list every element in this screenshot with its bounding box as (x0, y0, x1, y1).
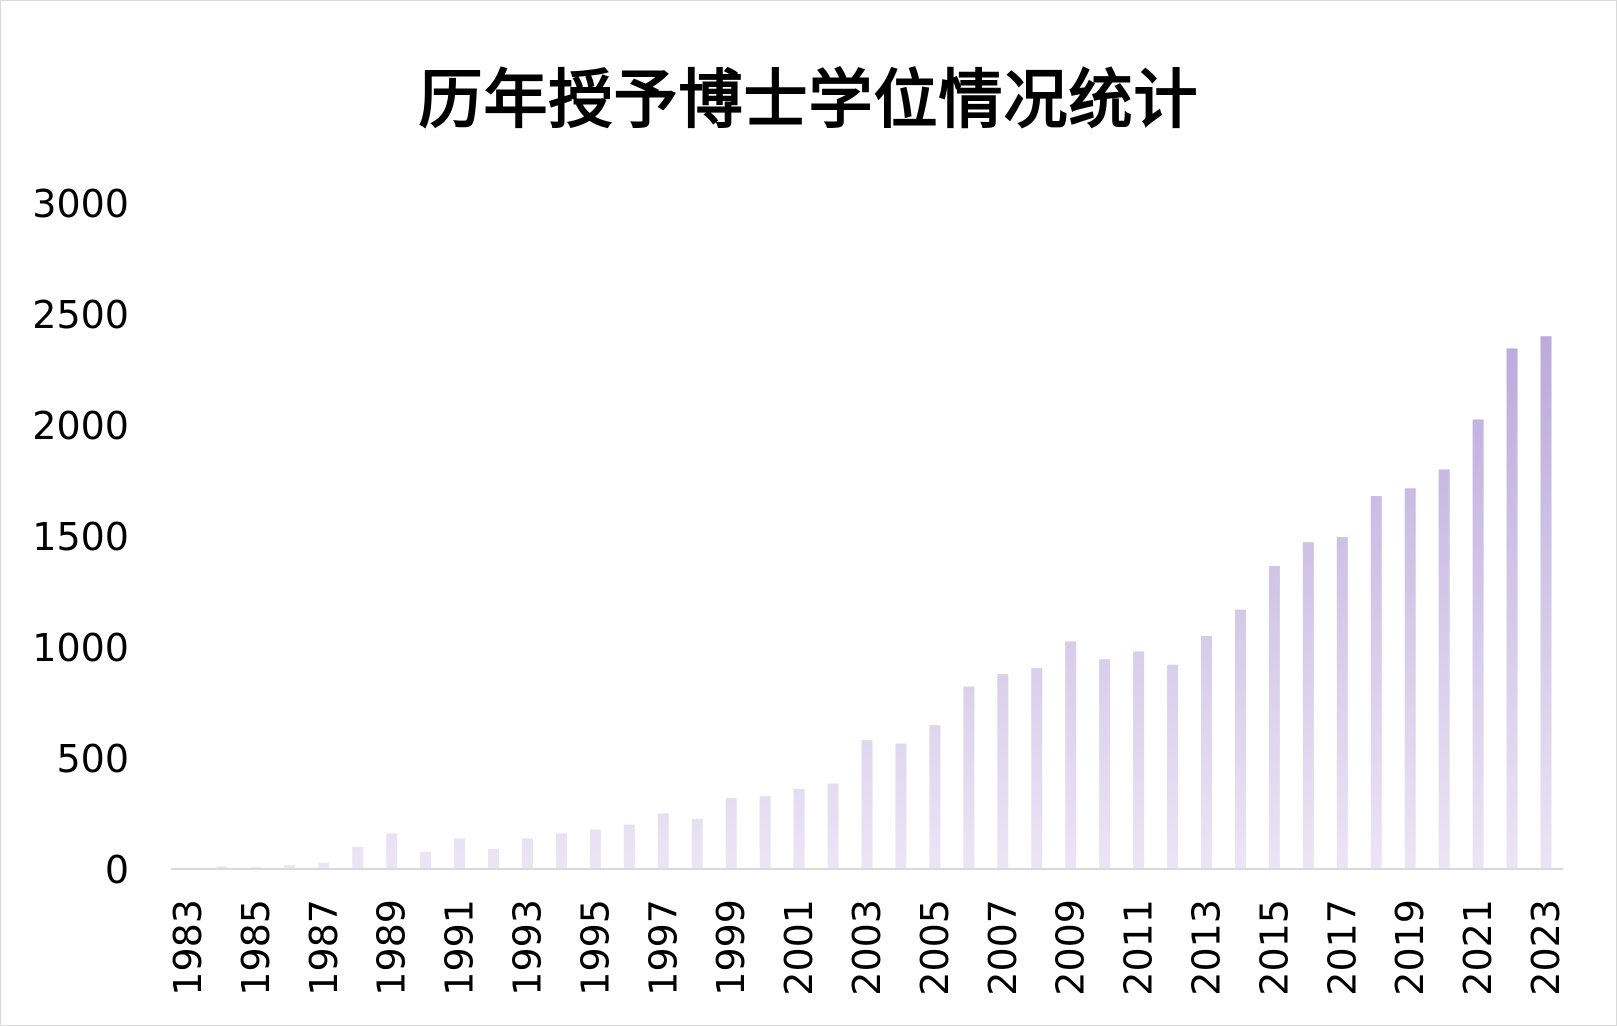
x-tick-label: 2011 (1117, 899, 1161, 996)
y-tick-label: 500 (56, 737, 129, 781)
bar-1986 (284, 865, 296, 869)
bar-2011 (1133, 651, 1145, 869)
bar-1998 (691, 819, 703, 869)
y-axis: 0 500 1000 1500 2000 2500 3000 (32, 182, 129, 892)
bar-2012 (1167, 664, 1179, 869)
bar-2022 (1506, 348, 1518, 869)
x-tick-label: 2017 (1320, 899, 1364, 996)
bar-2021 (1472, 419, 1484, 869)
y-tick-label: 1500 (32, 515, 129, 559)
x-tick-label: 1989 (370, 899, 414, 996)
bar-2006 (963, 686, 975, 869)
bar-2001 (793, 789, 805, 869)
bar-1994 (555, 833, 567, 869)
bar-2023 (1540, 336, 1552, 869)
bar-1997 (657, 813, 669, 869)
bar-1996 (623, 824, 635, 869)
x-tick-label: 2009 (1049, 899, 1093, 996)
x-tick-label: 1995 (573, 899, 617, 996)
bar-2019 (1404, 488, 1416, 869)
bar-1989 (386, 833, 398, 869)
x-tick-label: 2003 (845, 899, 889, 996)
bar-series (182, 336, 1552, 869)
bar-2010 (1099, 659, 1111, 869)
bar-1992 (488, 849, 500, 869)
bar-2018 (1370, 496, 1382, 869)
chart-title: 历年授予博士学位情况统计 (418, 64, 1199, 138)
bar-2005 (929, 725, 941, 869)
bar-1987 (318, 862, 330, 869)
bar-1993 (521, 838, 533, 869)
y-tick-label: 1000 (32, 626, 129, 670)
x-tick-label: 1997 (641, 899, 685, 996)
x-tick-label: 2001 (777, 899, 821, 996)
x-tick-label: 2007 (981, 899, 1025, 996)
bar-2016 (1302, 542, 1314, 869)
x-tick-label: 1999 (709, 899, 753, 996)
x-tick-label: 2013 (1185, 899, 1229, 996)
y-tick-label: 3000 (32, 182, 129, 226)
x-tick-label: 1991 (438, 899, 482, 996)
x-tick-label: 2015 (1252, 899, 1296, 996)
y-tick-label: 0 (105, 848, 129, 892)
x-tick-label: 2005 (913, 899, 957, 996)
bar-2015 (1268, 565, 1280, 869)
x-tick-label: 2023 (1524, 899, 1568, 996)
bar-2020 (1438, 469, 1450, 869)
bar-1999 (725, 797, 737, 869)
bar-2009 (1065, 641, 1077, 869)
y-tick-label: 2000 (32, 404, 129, 448)
bar-1995 (589, 829, 601, 869)
bar-2014 (1234, 609, 1246, 869)
bar-1990 (420, 851, 432, 869)
bar-1988 (352, 846, 364, 869)
bar-1984 (216, 866, 228, 869)
bar-1991 (454, 838, 466, 869)
x-tick-label: 1983 (166, 899, 210, 996)
bar-2000 (759, 796, 771, 869)
y-tick-label: 2500 (32, 293, 129, 337)
x-axis: 1983 1985 1987 1989 1991 1993 1995 1997 1999 2001… (166, 899, 1568, 996)
bar-2003 (861, 740, 873, 869)
bar-2017 (1336, 537, 1348, 869)
bar-2007 (997, 674, 1009, 869)
bar-2004 (895, 743, 907, 869)
x-tick-label: 2019 (1388, 899, 1432, 996)
x-tick-label: 2021 (1456, 899, 1500, 996)
bar-2008 (1031, 668, 1043, 869)
x-tick-label: 1993 (505, 899, 549, 996)
x-tick-label: 1987 (302, 899, 346, 996)
x-tick-label: 1985 (234, 899, 278, 996)
bar-2013 (1201, 635, 1213, 869)
bar-2002 (827, 783, 839, 869)
